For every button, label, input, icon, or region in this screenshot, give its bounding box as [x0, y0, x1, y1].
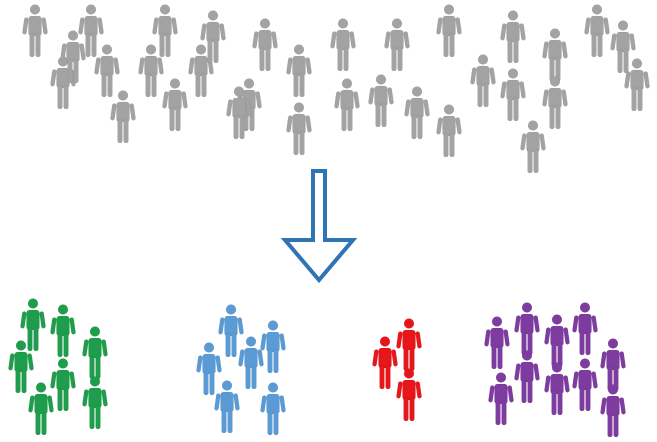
person-icon — [162, 78, 188, 132]
person-icon — [542, 76, 568, 130]
person-icon — [260, 382, 286, 436]
person-icon — [28, 382, 54, 436]
person-icon — [436, 104, 462, 158]
person-icon — [252, 18, 278, 72]
person-icon — [384, 18, 410, 72]
person-icon — [286, 44, 312, 98]
person-icon — [330, 18, 356, 72]
person-icon — [470, 54, 496, 108]
person-icon — [200, 10, 226, 64]
person-icon — [188, 44, 214, 98]
person-icon — [50, 358, 76, 412]
person-icon — [218, 304, 244, 358]
person-icon — [600, 384, 626, 438]
person-icon — [8, 340, 34, 394]
person-icon — [138, 44, 164, 98]
person-icon — [544, 362, 570, 416]
person-icon — [214, 380, 240, 434]
person-icon — [152, 4, 178, 58]
person-icon — [572, 302, 598, 356]
person-icon — [226, 86, 252, 140]
person-icon — [82, 376, 108, 430]
person-icon — [22, 4, 48, 58]
person-icon — [396, 368, 422, 422]
person-icon — [624, 58, 650, 112]
person-icon — [82, 326, 108, 380]
down-arrow-icon — [280, 168, 358, 284]
person-icon — [500, 10, 526, 64]
person-icon — [260, 320, 286, 374]
person-icon — [60, 30, 86, 84]
person-icon — [286, 102, 312, 156]
person-icon — [572, 358, 598, 412]
person-icon — [488, 372, 514, 426]
person-icon — [238, 336, 264, 390]
person-icon — [94, 44, 120, 98]
person-icon — [500, 68, 526, 122]
person-icon — [372, 336, 398, 390]
person-icon — [78, 4, 104, 58]
person-icon — [50, 304, 76, 358]
person-icon — [110, 90, 136, 144]
person-icon — [484, 316, 510, 370]
person-icon — [196, 342, 222, 396]
person-icon — [514, 302, 540, 356]
person-icon — [610, 20, 636, 74]
person-icon — [542, 28, 568, 82]
person-icon — [396, 318, 422, 372]
person-icon — [514, 350, 540, 404]
person-icon — [404, 86, 430, 140]
person-icon — [368, 74, 394, 128]
person-icon — [20, 298, 46, 352]
person-icon — [544, 314, 570, 368]
person-icon — [436, 4, 462, 58]
person-icon — [584, 4, 610, 58]
person-icon — [334, 78, 360, 132]
person-icon — [520, 120, 546, 174]
